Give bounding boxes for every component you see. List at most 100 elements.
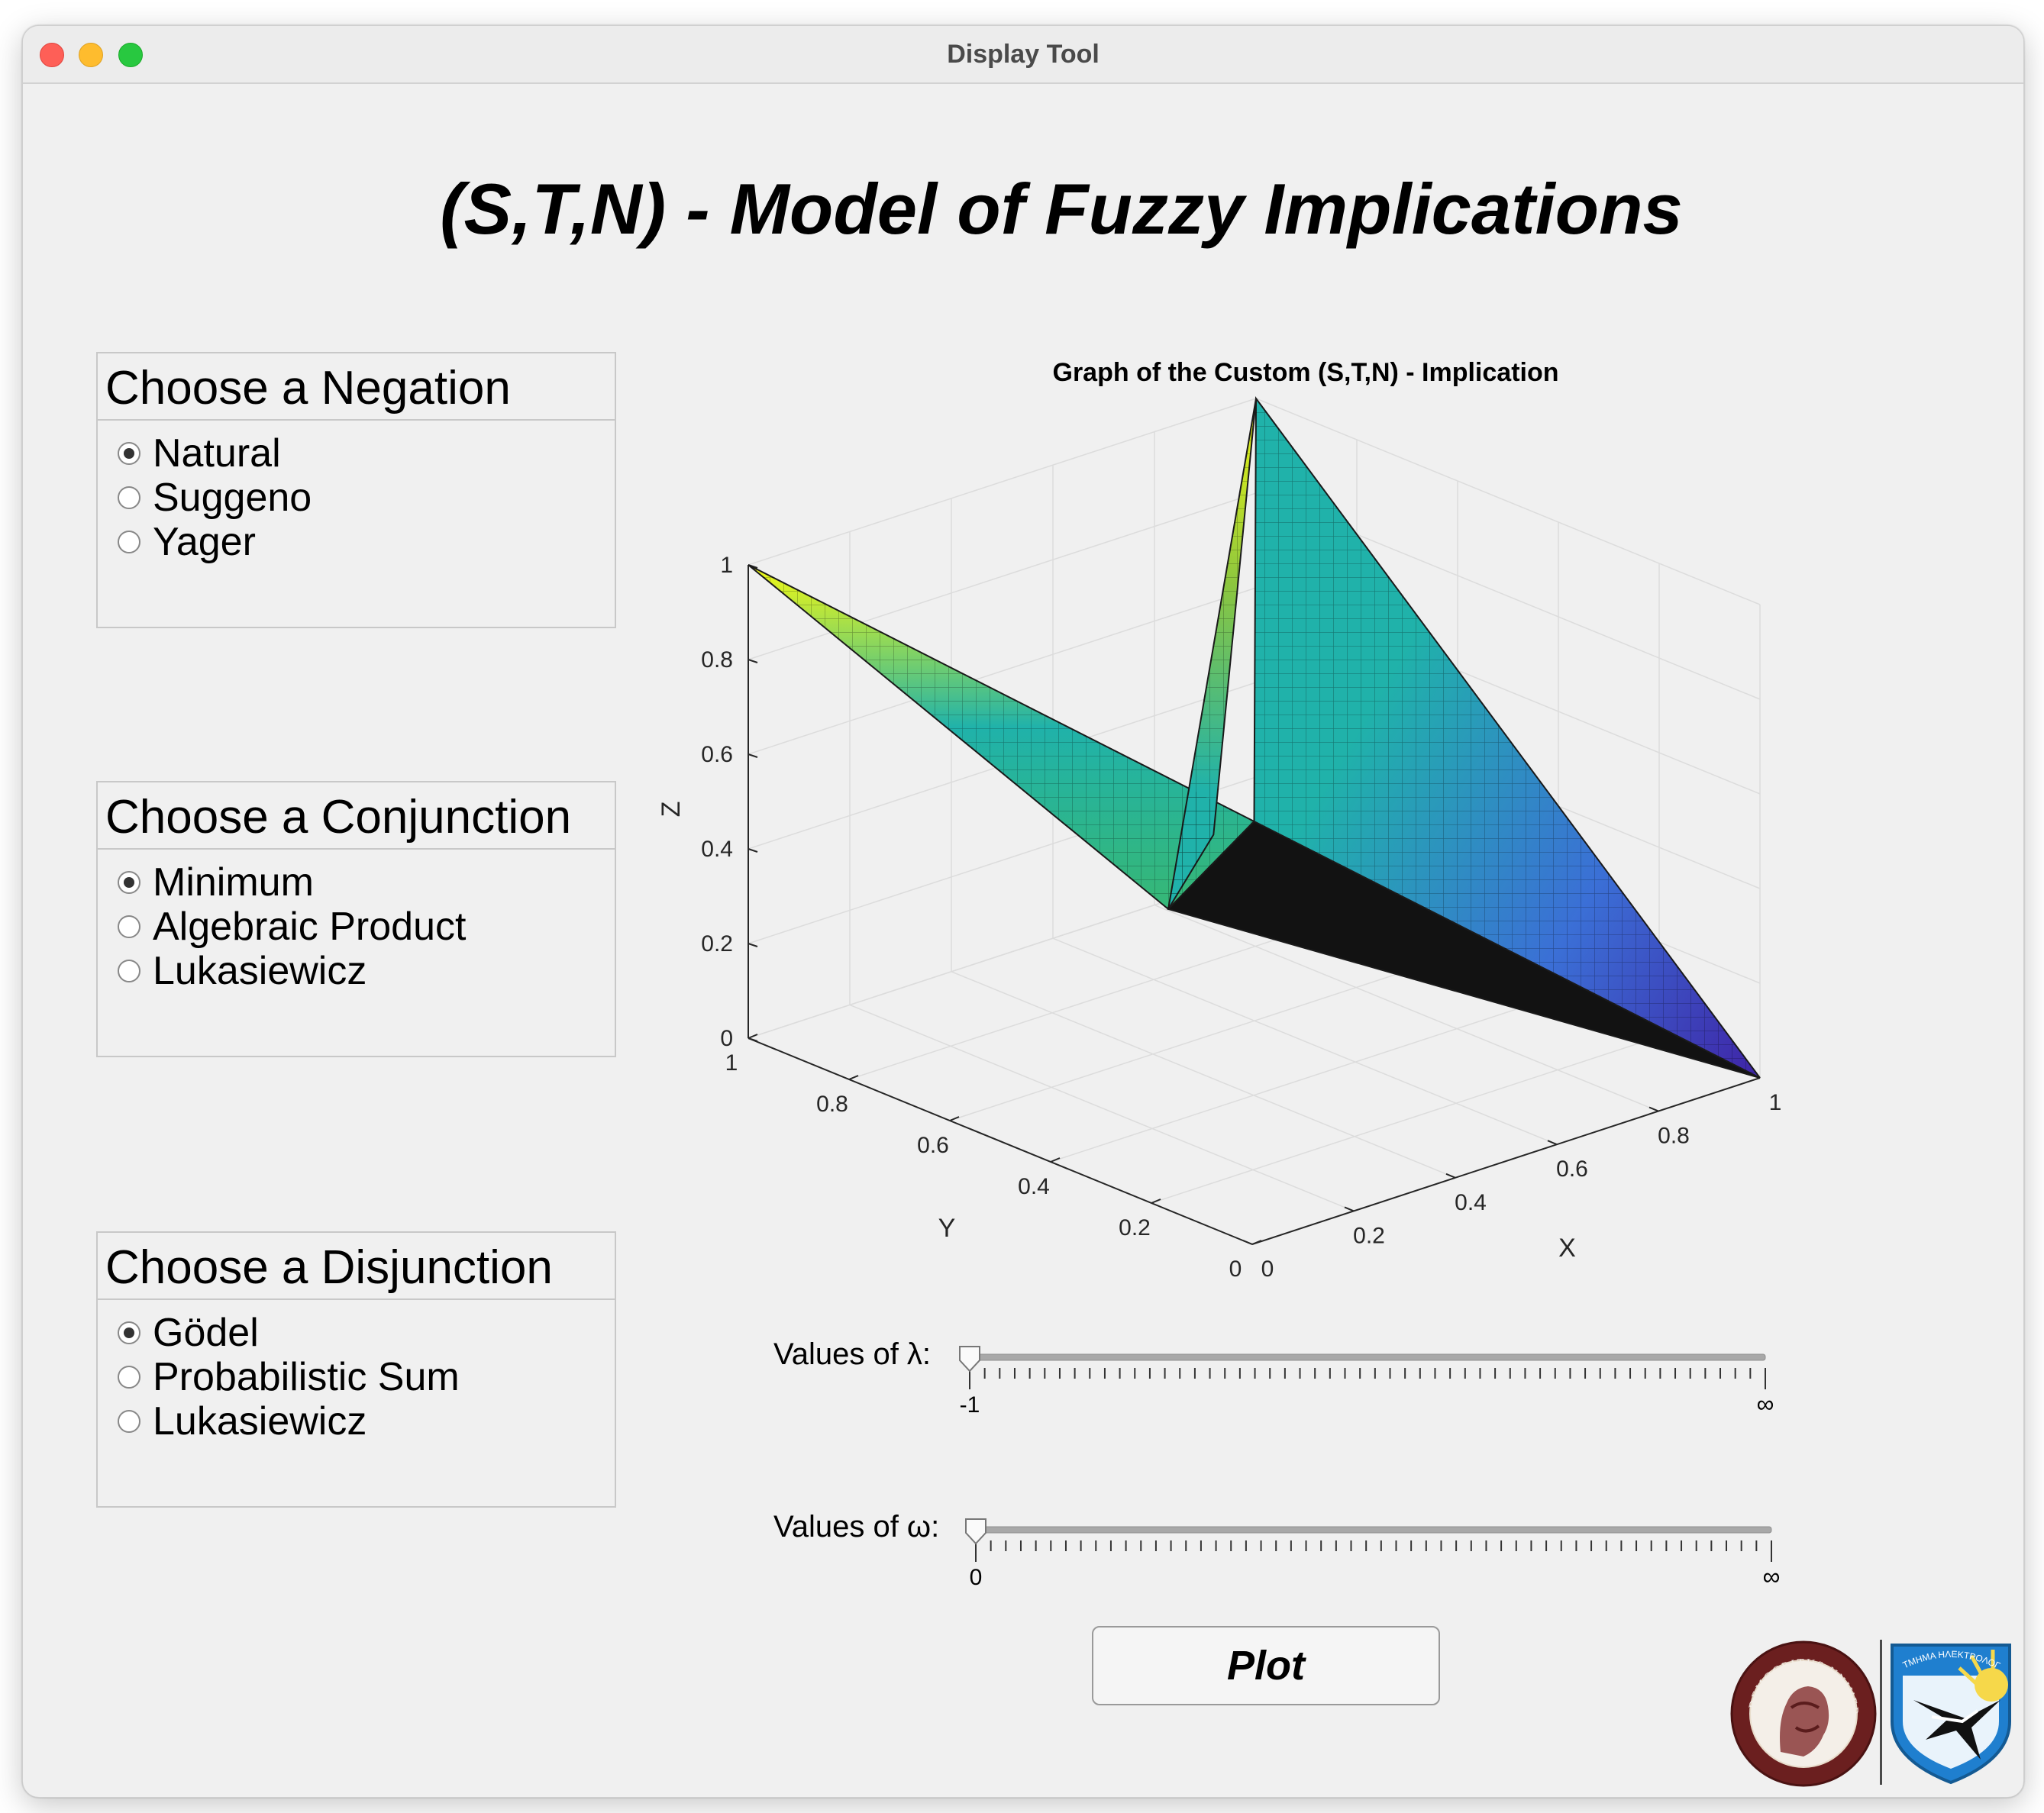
z-axis-label: Z <box>657 802 686 818</box>
z-tick-mark <box>748 753 758 758</box>
close-window-button[interactable] <box>40 43 64 67</box>
x-tick-label: 0.8 <box>1658 1124 1690 1149</box>
y-tick-label: 0.6 <box>917 1133 949 1158</box>
radio-label: Algebraic Product <box>153 905 467 949</box>
disjunction-option-godel[interactable]: Gödel <box>98 1311 615 1355</box>
slider-thumb[interactable] <box>959 1346 980 1373</box>
plot-button[interactable]: Plot <box>1092 1626 1440 1705</box>
x-axis-label: X <box>1558 1234 1576 1263</box>
z-tick-mark <box>748 659 758 663</box>
university-seal-logo: DEMOCRITUS UNIVERSITY OF THRACE <box>1727 1637 1877 1787</box>
conjunction-option-minimum[interactable]: Minimum <box>98 860 615 905</box>
wall-grid-line <box>748 492 1257 660</box>
negation-option-yager[interactable]: Yager <box>98 520 615 564</box>
radio-button[interactable] <box>118 1410 140 1433</box>
negation-option-suggeno[interactable]: Suggeno <box>98 476 615 520</box>
negation-group-title: Choose a Negation <box>98 353 615 421</box>
z-tick-label: 0 <box>720 1026 733 1051</box>
slider-track[interactable] <box>969 1353 1766 1361</box>
x-tick-label: 0.4 <box>1455 1190 1487 1215</box>
x-tick-mark <box>1344 1206 1355 1212</box>
floor-grid-line <box>848 912 1358 1080</box>
z-tick-label: 0.4 <box>701 837 733 862</box>
conjunction-group-title: Choose a Conjunction <box>98 782 615 850</box>
y-tick-label: 0 <box>1229 1257 1242 1282</box>
floor-grid-line <box>1151 1036 1660 1204</box>
omega-slider[interactable]: 0 ∞ <box>945 1507 1800 1591</box>
x-tick-label: 0.6 <box>1556 1157 1588 1182</box>
surface-mesh <box>748 565 1254 909</box>
z-tick-label: 0.6 <box>701 742 733 767</box>
lambda-slider-label: Values of λ: <box>773 1337 932 1371</box>
negation-group: Choose a Negation Natural Suggeno Yager <box>96 352 616 628</box>
radio-button[interactable] <box>118 1366 140 1389</box>
slider-max-label: ∞ <box>1757 1390 1774 1418</box>
department-shield-logo: ΤΜΗΜΑ ΗΛΕΚΤΡΟΛΟΓΩΝ ΜΗΧΑΝΙΚΩΝ <box>1886 1637 2011 1785</box>
surface-mesh <box>1168 398 1256 909</box>
wall-grid-line <box>748 398 1257 566</box>
z-tick-mark <box>748 1037 758 1042</box>
y-tick-mark <box>848 1075 859 1080</box>
floor-grid-line <box>849 1004 1355 1212</box>
x-tick-mark <box>1648 1106 1659 1112</box>
radio-label: Suggeno <box>153 476 312 520</box>
radio-label: Gödel <box>153 1311 259 1355</box>
y-tick-label: 0.2 <box>1119 1215 1151 1240</box>
slider-min-label: -1 <box>960 1392 980 1418</box>
y-tick-mark <box>1151 1198 1161 1204</box>
wall-grid-line <box>1255 398 1761 605</box>
x-tick-mark <box>1547 1140 1558 1146</box>
negation-option-natural[interactable]: Natural <box>98 431 615 476</box>
y-tick-label: 0.4 <box>1018 1174 1050 1199</box>
radio-label: Yager <box>153 520 256 564</box>
floor-grid-line <box>951 971 1456 1179</box>
disjunction-group: Choose a Disjunction Gödel Probabilistic… <box>96 1231 616 1508</box>
radio-button[interactable] <box>118 486 140 509</box>
radio-label: Lukasiewicz <box>153 949 367 993</box>
radio-label: Minimum <box>153 860 314 905</box>
slider-thumb[interactable] <box>965 1518 986 1545</box>
disjunction-option-lukasiewicz[interactable]: Lukasiewicz <box>98 1399 615 1444</box>
floor-grid-line <box>1052 937 1558 1145</box>
radio-button[interactable] <box>118 960 140 982</box>
slider-max-label: ∞ <box>1763 1563 1781 1590</box>
z-tick-label: 0.2 <box>701 931 733 957</box>
x-axis-line <box>1251 1077 1761 1245</box>
slider-min-label: 0 <box>970 1565 983 1590</box>
chart-title: Graph of the Custom (S,T,N) - Implicatio… <box>1053 358 1559 387</box>
omega-slider-label: Values of ω: <box>773 1510 940 1544</box>
floor-grid-line <box>949 953 1458 1121</box>
y-tick-label: 1 <box>725 1050 738 1076</box>
radio-button-checked[interactable] <box>118 442 140 465</box>
z-tick-mark <box>748 943 758 947</box>
floor-grid-line <box>1154 904 1659 1112</box>
radio-button-checked[interactable] <box>118 871 140 894</box>
window-title: Display Tool <box>947 40 1099 69</box>
radio-label: Lukasiewicz <box>153 1399 367 1444</box>
maximize-window-button[interactable] <box>118 43 143 67</box>
disjunction-option-probabilistic-sum[interactable]: Probabilistic Sum <box>98 1355 615 1399</box>
conjunction-option-lukasiewicz[interactable]: Lukasiewicz <box>98 949 615 993</box>
y-axis-line <box>748 1037 1253 1245</box>
app-title: (S,T,N) - Model of Fuzzy Implications <box>440 169 1683 249</box>
lambda-slider[interactable]: -1 ∞ <box>939 1334 1794 1418</box>
radio-label: Natural <box>153 431 281 476</box>
conjunction-option-algebraic-product[interactable]: Algebraic Product <box>98 905 615 949</box>
conjunction-group: Choose a Conjunction Minimum Algebraic P… <box>96 781 616 1057</box>
radio-button[interactable] <box>118 531 140 553</box>
y-axis-label: Y <box>938 1214 956 1243</box>
x-tick-label: 0.2 <box>1353 1223 1385 1248</box>
radio-button[interactable] <box>118 915 140 938</box>
radio-button-checked[interactable] <box>118 1321 140 1344</box>
x-tick-mark <box>1242 1240 1253 1245</box>
surface-mesh <box>1254 398 1760 1078</box>
radio-label: Probabilistic Sum <box>153 1355 460 1399</box>
wall-grid-line <box>748 587 1257 755</box>
title-bar: Display Tool <box>23 26 2023 84</box>
x-tick-mark <box>1445 1173 1456 1179</box>
z-tick-label: 1 <box>720 553 733 578</box>
y-tick-mark <box>1050 1157 1061 1163</box>
slider-track[interactable] <box>975 1526 1772 1534</box>
minimize-window-button[interactable] <box>79 43 103 67</box>
